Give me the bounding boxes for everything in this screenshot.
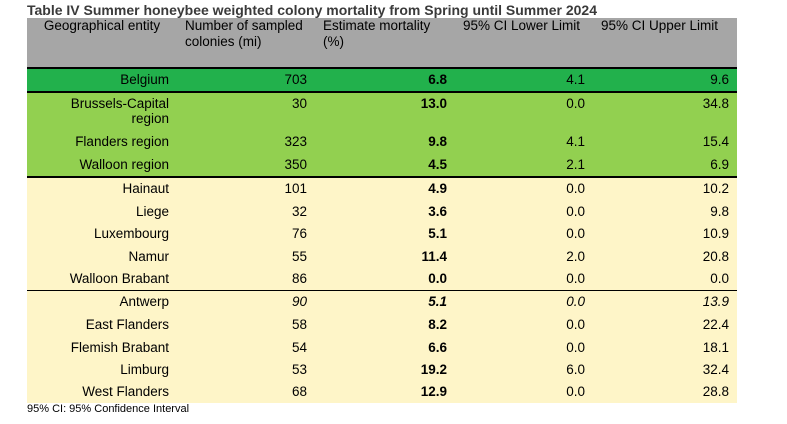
header-row: Geographical entity Number of sampled co… [27, 18, 737, 68]
mortality-table: Geographical entity Number of sampled co… [27, 18, 737, 403]
ci-upper-cell: 22.4 [593, 313, 737, 336]
ci-upper-cell: 32.4 [593, 359, 737, 381]
estimate-cell: 8.2 [315, 313, 455, 336]
ci-lower-cell: 4.1 [455, 131, 593, 153]
estimate-cell: 11.4 [315, 245, 455, 268]
estimate-cell: 0.0 [315, 268, 455, 291]
ci-upper-cell: 28.8 [593, 381, 737, 403]
header-colonies: Number of sampled colonies (mi) [177, 18, 315, 68]
table-row-belgium: Belgium 703 6.8 4.1 9.6 [27, 67, 737, 92]
table-row-luxembourg: Luxembourg 76 5.1 0.0 10.9 [27, 223, 737, 245]
ci-lower-cell: 6.0 [455, 359, 593, 381]
colonies-cell: 54 [177, 336, 315, 359]
table-row-antwerp: Antwerp 90 5.1 0.0 13.9 [27, 290, 737, 313]
header-ci-upper: 95% CI Upper Limit [593, 18, 737, 68]
estimate-cell: 5.1 [315, 290, 455, 313]
ci-lower-cell: 2.0 [455, 245, 593, 268]
entity-cell: Brussels-Capital region [27, 91, 177, 131]
estimate-cell: 19.2 [315, 359, 455, 381]
estimate-cell: 13.0 [315, 91, 455, 131]
ci-lower-cell: 0.0 [455, 91, 593, 131]
entity-cell: Hainaut [27, 176, 177, 200]
entity-cell: Luxembourg [27, 223, 177, 245]
ci-upper-cell: 15.4 [593, 131, 737, 153]
ci-upper-cell: 9.8 [593, 200, 737, 223]
colonies-cell: 53 [177, 359, 315, 381]
colonies-cell: 68 [177, 381, 315, 403]
header-estimate: Estimate mortality (%) [315, 18, 455, 68]
table-row-namur: Namur 55 11.4 2.0 20.8 [27, 245, 737, 268]
ci-upper-cell: 13.9 [593, 290, 737, 313]
header-entity: Geographical entity [27, 18, 177, 68]
entity-cell: Walloon Brabant [27, 268, 177, 291]
entity-cell: Flanders region [27, 131, 177, 153]
ci-upper-cell: 34.8 [593, 91, 737, 131]
table-row-hainaut: Hainaut 101 4.9 0.0 10.2 [27, 176, 737, 200]
entity-cell: Antwerp [27, 290, 177, 313]
ci-upper-cell: 10.2 [593, 176, 737, 200]
ci-lower-cell: 0.0 [455, 336, 593, 359]
colonies-cell: 90 [177, 290, 315, 313]
ci-lower-cell: 0.0 [455, 313, 593, 336]
entity-cell: Belgium [27, 67, 177, 92]
ci-lower-cell: 0.0 [455, 381, 593, 403]
table-row-limburg: Limburg 53 19.2 6.0 32.4 [27, 359, 737, 381]
estimate-cell: 4.5 [315, 153, 455, 177]
table-title: Table IV Summer honeybee weighted colony… [27, 2, 597, 18]
estimate-cell: 6.8 [315, 67, 455, 92]
entity-cell: Namur [27, 245, 177, 268]
table-row-flanders: Flanders region 323 9.8 4.1 15.4 [27, 131, 737, 153]
entity-cell: East Flanders [27, 313, 177, 336]
colonies-cell: 703 [177, 67, 315, 92]
entity-cell: Liege [27, 200, 177, 223]
ci-lower-cell: 0.0 [455, 268, 593, 291]
estimate-cell: 3.6 [315, 200, 455, 223]
estimate-cell: 6.6 [315, 336, 455, 359]
ci-upper-cell: 6.9 [593, 153, 737, 177]
table-row-east-flanders: East Flanders 58 8.2 0.0 22.4 [27, 313, 737, 336]
colonies-cell: 58 [177, 313, 315, 336]
table-row-walloon: Walloon region 350 4.5 2.1 6.9 [27, 153, 737, 177]
colonies-cell: 55 [177, 245, 315, 268]
entity-cell: Walloon region [27, 153, 177, 177]
ci-upper-cell: 0.0 [593, 268, 737, 291]
ci-upper-cell: 18.1 [593, 336, 737, 359]
table-row-liege: Liege 32 3.6 0.0 9.8 [27, 200, 737, 223]
ci-lower-cell: 4.1 [455, 67, 593, 92]
ci-upper-cell: 10.9 [593, 223, 737, 245]
entity-cell: Limburg [27, 359, 177, 381]
colonies-cell: 350 [177, 153, 315, 177]
colonies-cell: 76 [177, 223, 315, 245]
ci-upper-cell: 20.8 [593, 245, 737, 268]
colonies-cell: 101 [177, 176, 315, 200]
estimate-cell: 4.9 [315, 176, 455, 200]
table-row-flemish-brabant: Flemish Brabant 54 6.6 0.0 18.1 [27, 336, 737, 359]
ci-lower-cell: 0.0 [455, 223, 593, 245]
estimate-cell: 5.1 [315, 223, 455, 245]
ci-lower-cell: 0.0 [455, 200, 593, 223]
header-ci-lower: 95% CI Lower Limit [455, 18, 593, 68]
colonies-cell: 323 [177, 131, 315, 153]
estimate-cell: 12.9 [315, 381, 455, 403]
colonies-cell: 30 [177, 91, 315, 131]
colonies-cell: 32 [177, 200, 315, 223]
entity-cell: Flemish Brabant [27, 336, 177, 359]
colonies-cell: 86 [177, 268, 315, 291]
estimate-cell: 9.8 [315, 131, 455, 153]
ci-upper-cell: 9.6 [593, 67, 737, 92]
ci-lower-cell: 0.0 [455, 290, 593, 313]
entity-cell: West Flanders [27, 381, 177, 403]
ci-lower-cell: 0.0 [455, 176, 593, 200]
table-row-brussels: Brussels-Capital region 30 13.0 0.0 34.8 [27, 91, 737, 131]
table-footnote: 95% CI: 95% Confidence Interval [27, 403, 190, 415]
table-row-west-flanders: West Flanders 68 12.9 0.0 28.8 [27, 381, 737, 403]
ci-lower-cell: 2.1 [455, 153, 593, 177]
table-row-walloon-brabant: Walloon Brabant 86 0.0 0.0 0.0 [27, 268, 737, 291]
